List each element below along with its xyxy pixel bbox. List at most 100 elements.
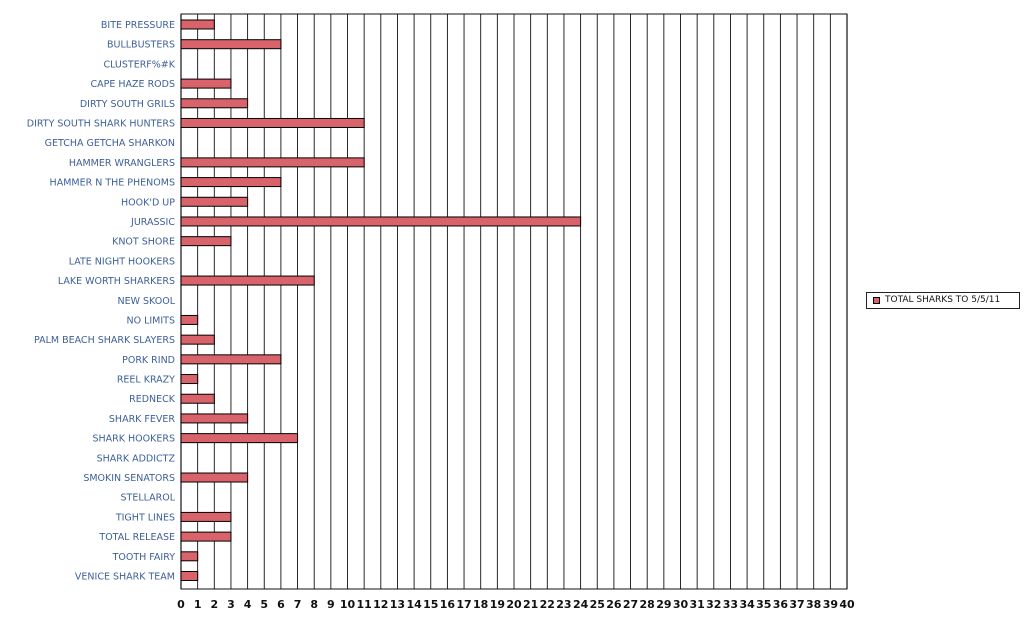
chart-legend: TOTAL SHARKS TO 5/5/11 <box>866 292 1020 309</box>
category-label: NO LIMITS <box>126 315 175 326</box>
x-tick-label: 22 <box>540 598 555 611</box>
x-tick-label: 20 <box>506 598 522 611</box>
x-tick-label: 23 <box>556 598 571 611</box>
x-tick-label: 19 <box>490 598 505 611</box>
category-label: SHARK ADDICTZ <box>97 453 176 464</box>
x-tick-label: 36 <box>773 598 789 611</box>
category-label: LATE NIGHT HOOKERS <box>69 256 175 267</box>
category-label: CAPE HAZE RODS <box>91 79 175 90</box>
x-axis-tick-labels: 0 1 2 3 4 5 6 7 8 9 10 11 12 13 14 15 16 17 18 19 20 21 22 23 24… <box>177 598 855 611</box>
x-tick-label: 32 <box>706 598 721 611</box>
bar <box>180 39 282 50</box>
x-tick-label: 9 <box>327 598 335 611</box>
category-label: SHARK HOOKERS <box>93 434 176 445</box>
category-label: TOOTH FAIRY <box>112 552 176 563</box>
x-tick-label: 18 <box>473 598 488 611</box>
category-label: BITE PRESSURE <box>101 20 175 31</box>
bar <box>180 472 249 483</box>
category-labels: BITE PRESSURE BULLBUSTERS CLUSTERF%#K CAPE … <box>27 20 176 583</box>
bar <box>180 275 315 286</box>
bar <box>180 511 232 522</box>
bar <box>180 393 215 404</box>
x-tick-label: 35 <box>756 598 771 611</box>
x-tick-label: 4 <box>244 598 252 611</box>
category-label: NEW SKOOL <box>117 296 175 307</box>
category-label: VENICE SHARK TEAM <box>75 572 175 583</box>
x-tick-label: 28 <box>640 598 655 611</box>
x-tick-label: 14 <box>406 598 422 611</box>
bar <box>180 98 249 109</box>
category-label: HOOK'D UP <box>121 197 175 208</box>
category-label: SHARK FEVER <box>109 414 175 425</box>
x-tick-label: 8 <box>310 598 318 611</box>
bar <box>180 216 582 227</box>
bar-layer <box>180 19 582 581</box>
bar <box>180 374 199 385</box>
x-tick-label: 29 <box>656 598 671 611</box>
x-tick-label: 38 <box>806 598 821 611</box>
x-tick-label: 40 <box>839 598 855 611</box>
bar <box>180 177 282 188</box>
category-label: REDNECK <box>129 394 176 405</box>
grid-layer <box>180 13 848 590</box>
x-tick-label: 12 <box>373 598 388 611</box>
x-tick-label: 21 <box>523 598 538 611</box>
x-tick-label: 39 <box>823 598 838 611</box>
category-label: TIGHT LINES <box>115 512 175 523</box>
legend-label: TOTAL SHARKS TO 5/5/11 <box>885 295 1001 305</box>
category-label: STELLAROL <box>120 493 175 504</box>
category-label: JURASSIC <box>130 217 175 228</box>
category-label: HAMMER N THE PHENOMS <box>50 178 175 189</box>
x-tick-label: 15 <box>423 598 438 611</box>
x-tick-label: 26 <box>606 598 622 611</box>
category-label: DIRTY SOUTH GRILS <box>80 99 175 110</box>
x-tick-label: 13 <box>390 598 405 611</box>
category-label: LAKE WORTH SHARKERS <box>58 276 175 287</box>
x-tick-label: 25 <box>590 598 605 611</box>
legend-swatch <box>873 297 880 304</box>
bar <box>180 551 199 562</box>
bar <box>180 314 199 325</box>
category-label: REEL KRAZY <box>117 375 175 386</box>
bar <box>180 413 249 424</box>
x-tick-label: 5 <box>260 598 268 611</box>
category-label: HAMMER WRANGLERS <box>69 158 175 169</box>
x-tick-label: 11 <box>356 598 371 611</box>
category-label: TOTAL RELEASE <box>98 532 175 543</box>
bar <box>180 19 215 30</box>
bar <box>180 354 282 365</box>
x-tick-label: 24 <box>573 598 589 611</box>
x-tick-label: 16 <box>440 598 456 611</box>
bar <box>180 236 232 247</box>
x-tick-label: 2 <box>210 598 218 611</box>
category-label: BULLBUSTERS <box>107 40 175 51</box>
x-tick-label: 7 <box>294 598 302 611</box>
x-tick-label: 1 <box>194 598 202 611</box>
bar <box>180 433 299 444</box>
x-tick-label: 0 <box>177 598 185 611</box>
x-tick-label: 31 <box>689 598 704 611</box>
x-tick-label: 27 <box>623 598 638 611</box>
bar <box>180 117 365 128</box>
bar <box>180 78 232 89</box>
x-tick-label: 30 <box>673 598 689 611</box>
x-tick-label: 6 <box>277 598 285 611</box>
bar <box>180 334 215 345</box>
bar <box>180 531 232 542</box>
x-tick-label: 34 <box>739 598 755 611</box>
category-label: DIRTY SOUTH SHARK HUNTERS <box>27 118 175 129</box>
x-tick-label: 37 <box>789 598 804 611</box>
x-tick-label: 3 <box>227 598 235 611</box>
bar <box>180 571 199 581</box>
x-tick-label: 33 <box>723 598 738 611</box>
category-label: PORK RIND <box>122 355 175 366</box>
bar <box>180 196 249 207</box>
bar <box>180 157 365 168</box>
category-label: KNOT SHORE <box>112 237 175 248</box>
x-tick-label: 17 <box>456 598 471 611</box>
category-label: GETCHA GETCHA SHARKON <box>45 138 175 149</box>
x-tick-label: 10 <box>340 598 356 611</box>
category-label: SMOKIN SENATORS <box>83 473 175 484</box>
category-label: CLUSTERF%#K <box>103 59 175 70</box>
